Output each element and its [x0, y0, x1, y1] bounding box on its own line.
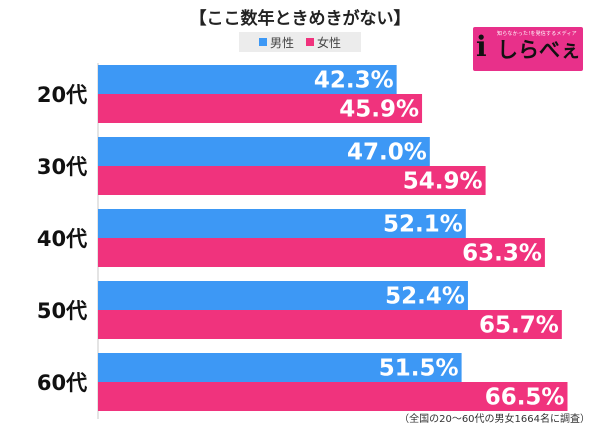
brand-logo: 知らなかった!を発信するメディア i しらべぇ: [473, 27, 583, 71]
value-label-female: 45.9%: [339, 97, 419, 123]
legend-label-female: 女性: [317, 35, 342, 50]
category-label: 50代: [37, 299, 87, 323]
chart-title: 【ここ数年ときめきがない】: [189, 9, 411, 29]
category-label: 40代: [37, 227, 87, 251]
value-label-female: 66.5%: [485, 385, 565, 411]
value-label-male: 42.3%: [314, 68, 394, 94]
category-label: 30代: [37, 155, 87, 179]
bar-female: [98, 238, 545, 267]
bar-female: [98, 310, 562, 339]
value-label-female: 63.3%: [462, 241, 542, 267]
value-label-female: 54.9%: [403, 169, 483, 195]
bar-male: [98, 137, 430, 166]
legend-swatch-female: [306, 38, 314, 46]
bar-male: [98, 353, 462, 382]
legend-label-male: 男性: [269, 35, 294, 50]
legend-swatch-male: [258, 38, 267, 46]
logo-text: しらべぇ: [497, 38, 581, 62]
bar-female: [98, 94, 423, 123]
category-label: 60代: [37, 371, 87, 395]
legend-item-female: 女性: [306, 34, 341, 51]
value-label-female: 65.7%: [479, 313, 559, 339]
value-label-male: 51.5%: [379, 356, 459, 382]
bar-male: [98, 281, 468, 310]
bar-female: [98, 382, 568, 411]
bar-male: [98, 209, 466, 238]
bar-female: [98, 166, 486, 195]
value-label-male: 52.4%: [385, 284, 465, 310]
legend-item-male: 男性: [258, 34, 294, 51]
category-label: 20代: [37, 83, 87, 107]
value-label-male: 52.1%: [383, 212, 463, 238]
legend: 男性 女性: [239, 32, 361, 52]
value-label-male: 47.0%: [347, 140, 427, 166]
survey-footnote: （全国の20〜60代の男女1664名に調査）: [399, 414, 590, 425]
bar-male: [98, 65, 397, 94]
logo-i-icon: i: [476, 30, 487, 63]
logo-tagline: 知らなかった!を発信するメディア: [497, 31, 577, 37]
